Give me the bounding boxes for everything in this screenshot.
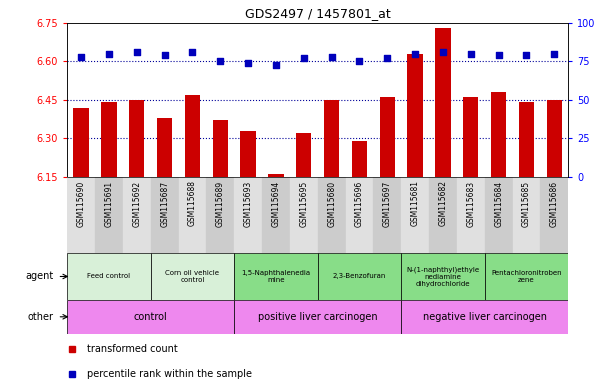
Bar [485,177,513,253]
Point [188,49,197,55]
Point [327,54,337,60]
Point [438,49,448,55]
Bar [67,300,234,334]
Text: GSM115696: GSM115696 [355,180,364,227]
Bar [352,141,367,177]
Text: GSM115693: GSM115693 [244,180,252,227]
Text: GSM115685: GSM115685 [522,180,531,227]
Bar [268,174,284,177]
Bar [401,177,429,253]
Bar [457,177,485,253]
Bar [157,118,172,177]
Bar [185,95,200,177]
Text: positive liver carcinogen: positive liver carcinogen [258,312,378,322]
Bar [318,177,346,253]
Bar [318,253,401,300]
Bar [73,108,89,177]
Point [382,55,392,61]
Bar [67,177,95,253]
Point [299,55,309,61]
Bar [379,97,395,177]
Bar [547,100,562,177]
Point [549,51,559,57]
Text: GSM115687: GSM115687 [160,180,169,227]
Bar [324,100,339,177]
Bar [401,300,568,334]
Bar [234,300,401,334]
Point [132,49,142,55]
Text: 1,5-Naphthalenedia
mine: 1,5-Naphthalenedia mine [241,270,310,283]
Bar [241,131,256,177]
Bar [151,253,234,300]
Text: Corn oil vehicle
control: Corn oil vehicle control [166,270,219,283]
Bar [346,177,373,253]
Bar [513,177,540,253]
Bar [178,177,207,253]
Bar [290,177,318,253]
Bar [67,253,151,300]
Bar [129,100,144,177]
Text: GSM115695: GSM115695 [299,180,309,227]
Text: agent: agent [25,271,53,281]
Bar [234,177,262,253]
Bar [151,177,178,253]
Text: GSM115682: GSM115682 [439,180,447,227]
Point [76,54,86,60]
Bar [123,177,151,253]
Text: GSM115683: GSM115683 [466,180,475,227]
Text: GSM115688: GSM115688 [188,180,197,227]
Bar [429,177,457,253]
Bar [262,177,290,253]
Bar [234,253,318,300]
Text: Pentachloronitroben
zene: Pentachloronitroben zene [491,270,562,283]
Point [216,58,225,65]
Bar [207,177,234,253]
Bar [435,28,451,177]
Text: GSM115680: GSM115680 [327,180,336,227]
Text: other: other [27,312,53,322]
Text: transformed count: transformed count [87,344,178,354]
Text: control: control [134,312,167,322]
Text: 2,3-Benzofuran: 2,3-Benzofuran [333,273,386,280]
Bar [463,97,478,177]
Text: percentile rank within the sample: percentile rank within the sample [87,369,252,379]
Bar [95,177,123,253]
Bar [408,54,423,177]
Text: GSM115694: GSM115694 [271,180,280,227]
Point [466,51,476,57]
Text: negative liver carcinogen: negative liver carcinogen [423,312,547,322]
Text: GSM115686: GSM115686 [550,180,559,227]
Bar [540,177,568,253]
Bar [519,103,534,177]
Point [494,52,503,58]
Point [410,51,420,57]
Bar [491,92,507,177]
Point [522,52,532,58]
Text: GSM115689: GSM115689 [216,180,225,227]
Text: Feed control: Feed control [87,273,131,280]
Text: GSM115684: GSM115684 [494,180,503,227]
Text: GSM115681: GSM115681 [411,180,420,227]
Text: GSM115692: GSM115692 [133,180,141,227]
Point [104,51,114,57]
Text: GSM115697: GSM115697 [383,180,392,227]
Bar [296,133,312,177]
Point [354,58,364,65]
Text: GSM115691: GSM115691 [104,180,114,227]
Text: GSM115690: GSM115690 [76,180,86,227]
Title: GDS2497 / 1457801_at: GDS2497 / 1457801_at [245,7,390,20]
Point [243,60,253,66]
Bar [373,177,401,253]
Bar [213,120,228,177]
Text: N-(1-naphthyl)ethyle
nediamine
dihydrochloride: N-(1-naphthyl)ethyle nediamine dihydroch… [406,266,480,287]
Bar [485,253,568,300]
Point [159,52,169,58]
Bar [401,253,485,300]
Point [271,61,281,68]
Bar [101,103,117,177]
